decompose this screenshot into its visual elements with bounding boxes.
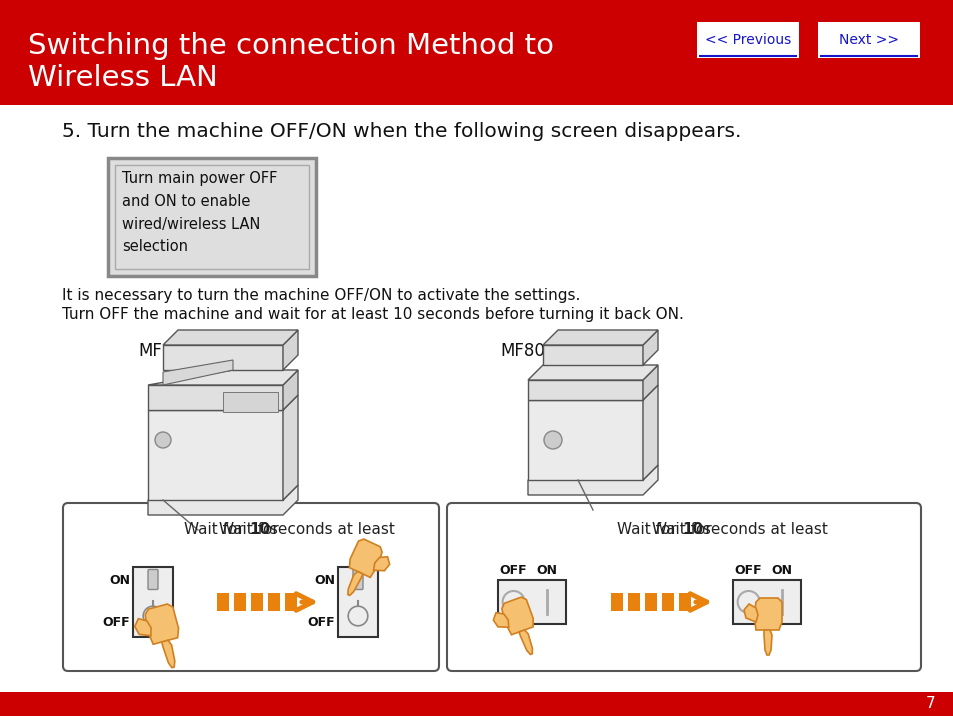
Text: 7: 7: [924, 697, 934, 712]
Polygon shape: [374, 557, 389, 571]
Polygon shape: [642, 365, 658, 400]
Polygon shape: [161, 640, 174, 668]
FancyBboxPatch shape: [447, 503, 920, 671]
Polygon shape: [518, 630, 532, 654]
Text: It is necessary to turn the machine OFF/ON to activate the settings.: It is necessary to turn the machine OFF/…: [62, 288, 579, 303]
Polygon shape: [283, 330, 297, 370]
Bar: [285, 593, 296, 611]
Circle shape: [543, 431, 561, 449]
Polygon shape: [642, 330, 658, 365]
Text: OFF: OFF: [307, 616, 335, 629]
Polygon shape: [163, 360, 233, 385]
Bar: [817, 22, 919, 58]
Polygon shape: [493, 613, 508, 627]
Polygon shape: [527, 365, 658, 380]
Polygon shape: [527, 380, 642, 400]
Polygon shape: [527, 400, 642, 480]
Polygon shape: [148, 385, 283, 410]
Polygon shape: [527, 465, 658, 495]
Text: OFF: OFF: [102, 616, 130, 629]
Text: OFF: OFF: [734, 564, 761, 577]
Bar: [0, 692, 953, 716]
Text: ON: ON: [314, 574, 335, 587]
FancyBboxPatch shape: [497, 580, 565, 624]
Text: Wait for: Wait for: [617, 523, 681, 538]
Text: 5. Turn the machine OFF/ON when the following screen disappears.: 5. Turn the machine OFF/ON when the foll…: [62, 122, 740, 141]
Polygon shape: [743, 604, 758, 622]
Text: Turn main power OFF
and ON to enable
wired/wireless LAN
selection: Turn main power OFF and ON to enable wir…: [122, 171, 277, 254]
Polygon shape: [542, 330, 658, 345]
FancyBboxPatch shape: [732, 580, 801, 624]
Polygon shape: [163, 330, 297, 345]
Polygon shape: [349, 539, 382, 577]
Bar: [0, 0, 953, 105]
Polygon shape: [763, 630, 771, 655]
Bar: [268, 593, 280, 611]
Circle shape: [154, 432, 171, 448]
Bar: [233, 593, 246, 611]
Text: MF8080Cw: MF8080Cw: [499, 342, 590, 360]
Text: Wireless LAN: Wireless LAN: [28, 64, 217, 92]
Polygon shape: [542, 345, 642, 365]
Bar: [223, 392, 277, 412]
Text: Wait for: Wait for: [218, 523, 283, 538]
Text: Switching the connection Method to: Switching the connection Method to: [28, 32, 554, 60]
Polygon shape: [148, 410, 283, 500]
Text: 10: 10: [249, 523, 270, 538]
FancyBboxPatch shape: [353, 569, 363, 589]
Text: seconds at least: seconds at least: [698, 523, 827, 538]
Bar: [661, 593, 673, 611]
Polygon shape: [753, 598, 781, 630]
Text: Turn OFF the machine and wait for at least 10 seconds before turning it back ON.: Turn OFF the machine and wait for at lea…: [62, 307, 683, 322]
Polygon shape: [642, 385, 658, 480]
Text: Next >>: Next >>: [838, 33, 898, 47]
Bar: [610, 593, 622, 611]
Polygon shape: [145, 604, 178, 644]
Polygon shape: [283, 370, 297, 410]
Polygon shape: [134, 619, 151, 636]
Text: MF8380Cdw: MF8380Cdw: [138, 342, 239, 360]
Text: ON: ON: [109, 574, 130, 587]
Polygon shape: [148, 370, 297, 385]
FancyBboxPatch shape: [63, 503, 438, 671]
Polygon shape: [501, 597, 533, 635]
Polygon shape: [163, 345, 283, 370]
FancyBboxPatch shape: [337, 567, 377, 637]
Bar: [627, 593, 639, 611]
FancyBboxPatch shape: [115, 165, 309, 269]
FancyBboxPatch shape: [132, 567, 172, 637]
Text: 10: 10: [681, 523, 702, 538]
Text: Wait for: Wait for: [651, 523, 716, 538]
Text: ON: ON: [771, 564, 792, 577]
Bar: [644, 593, 657, 611]
Polygon shape: [283, 395, 297, 500]
Text: seconds at least: seconds at least: [265, 523, 395, 538]
Text: OFF: OFF: [499, 564, 527, 577]
Polygon shape: [148, 485, 297, 515]
Text: << Previous: << Previous: [704, 33, 790, 47]
FancyBboxPatch shape: [108, 158, 315, 276]
Bar: [679, 593, 690, 611]
FancyBboxPatch shape: [148, 569, 158, 589]
Bar: [697, 22, 799, 58]
Bar: [251, 593, 263, 611]
Bar: [216, 593, 229, 611]
Text: ON: ON: [536, 564, 557, 577]
Polygon shape: [348, 571, 363, 596]
Text: Wait for: Wait for: [184, 523, 249, 538]
